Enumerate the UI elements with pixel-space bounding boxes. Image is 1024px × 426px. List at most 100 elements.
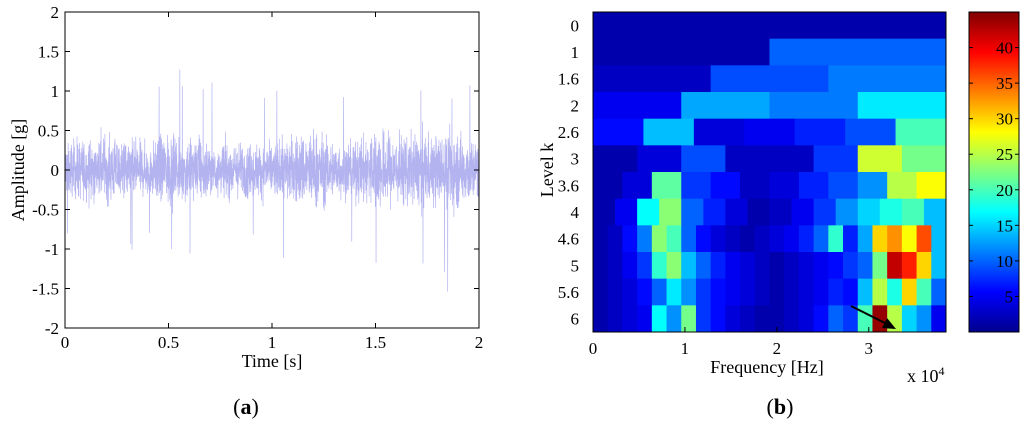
heatmap-cell xyxy=(622,172,653,200)
heatmap-cell xyxy=(754,278,770,306)
heatmap-cell xyxy=(740,225,756,253)
y-tick-label: 0 xyxy=(51,161,60,180)
heatmap-cell xyxy=(798,252,815,280)
heatmap-cell xyxy=(637,145,682,173)
heatmap-cell xyxy=(916,252,932,280)
heatmap-cell xyxy=(725,145,770,173)
heatmap-cell xyxy=(695,225,712,253)
heatmap-cell xyxy=(693,118,745,146)
x-tick-label: 0.5 xyxy=(158,333,179,352)
heatmap-cell xyxy=(651,305,667,333)
heatmap-cell xyxy=(798,225,815,253)
colorbar-tick-label: 10 xyxy=(996,252,1013,271)
heatmap-cell xyxy=(725,278,741,306)
heatmap-cell xyxy=(887,278,903,306)
heatmap-cell xyxy=(769,172,800,200)
heatmap-cell xyxy=(931,225,947,253)
heatmap-cell xyxy=(681,278,697,306)
heatmap-cell xyxy=(593,12,947,40)
heatmap-cell xyxy=(798,305,815,333)
heatmap-cell xyxy=(725,198,748,226)
x-axis-ticks-a: 0 0.5 1 1.5 2 xyxy=(61,12,484,352)
panel-b: 0 1 1.6 2 2.6 3 3.6 4 4.6 5 5.6 6 0 1 2 3 Frequency [H… xyxy=(537,11,1020,419)
y-tick-label: 0.5 xyxy=(38,122,59,141)
heatmap-cell xyxy=(710,65,829,93)
heatmap-cell xyxy=(916,305,932,333)
heatmap-cell xyxy=(681,305,697,333)
heatmap-cell xyxy=(593,305,609,333)
heatmap-cell xyxy=(843,305,859,333)
x-axis-label-b: Frequency [Hz] xyxy=(710,357,823,377)
heatmap-cell xyxy=(754,225,770,253)
heatmap-cell xyxy=(695,305,712,333)
y-tick-label: -0.5 xyxy=(32,201,59,220)
heatmap-cell xyxy=(843,252,859,280)
heatmap-cell xyxy=(607,225,623,253)
colorbar-tick-label: 35 xyxy=(996,74,1013,93)
heatmap-cell xyxy=(666,305,682,333)
heatmap-cell xyxy=(857,92,947,120)
heatmap-cell xyxy=(593,92,682,120)
level-tick-label: 5.6 xyxy=(558,283,579,302)
y-tick-label: -1.5 xyxy=(32,280,59,299)
heatmap-cell xyxy=(813,252,829,280)
heatmap-cell xyxy=(879,198,903,226)
heatmap-cell xyxy=(769,92,859,120)
heatmap-cell xyxy=(813,198,837,226)
heatmap-cell xyxy=(813,305,829,333)
heatmap-cell xyxy=(681,225,697,253)
heatmap-cell xyxy=(769,38,947,66)
heatmap-cell xyxy=(744,118,796,146)
heatmap-cell xyxy=(901,252,917,280)
heatmap-cell xyxy=(923,198,947,226)
y-tick-label: 1.5 xyxy=(38,43,59,62)
heatmap-cell xyxy=(931,252,947,280)
heatmap-cell xyxy=(901,198,925,226)
heatmap-cell xyxy=(740,278,756,306)
heatmap-cell xyxy=(872,252,888,280)
heatmap-cell xyxy=(666,225,682,253)
heatmap-cell xyxy=(740,305,756,333)
y-axis-multiplier: x 104 xyxy=(907,364,945,386)
level-tick-label: 1.6 xyxy=(558,70,579,89)
arrow-head xyxy=(882,318,896,329)
heatmap-cell xyxy=(901,225,917,253)
heatmap-cell xyxy=(798,172,829,200)
heatmap-cell xyxy=(916,278,932,306)
heatmap-cell xyxy=(710,278,726,306)
x-tick-label: 2 xyxy=(475,333,484,352)
heatmap-cell xyxy=(887,252,903,280)
panel-label-a: (a) xyxy=(233,394,259,419)
heatmap-cell xyxy=(622,225,638,253)
heatmap-cell xyxy=(593,252,609,280)
heatmap-cell xyxy=(769,305,785,333)
heatmap-cell xyxy=(593,198,616,226)
heatmap-cells xyxy=(593,12,947,333)
level-tick-label: 0 xyxy=(571,16,580,35)
y-tick-label: 2 xyxy=(51,3,60,22)
heatmap-cell xyxy=(813,278,829,306)
heatmap-cell xyxy=(651,252,667,280)
heatmap-cell xyxy=(593,38,770,66)
heatmap-cell xyxy=(754,252,770,280)
heatmap-cell xyxy=(725,225,741,253)
heatmap-cell xyxy=(798,278,815,306)
heatmap-cell xyxy=(622,305,638,333)
heatmap-cell xyxy=(710,225,726,253)
heatmap-cell xyxy=(872,225,888,253)
heatmap-cell xyxy=(784,252,800,280)
heatmap-cell xyxy=(895,118,947,146)
heatmap-cell xyxy=(813,145,859,173)
heatmap-cell xyxy=(710,252,726,280)
colorbar-ticks: 5 10 15 20 25 30 35 40 xyxy=(969,39,1019,306)
signal-trace xyxy=(65,69,479,292)
freq-tick-label: 3 xyxy=(865,339,874,358)
heatmap-cell xyxy=(637,278,653,306)
heatmap-cell xyxy=(901,278,917,306)
heatmap-cell xyxy=(666,252,682,280)
heatmap-cell xyxy=(607,252,623,280)
y-axis-label-a: Amplitude [g] xyxy=(8,119,28,221)
level-tick-label: 4.6 xyxy=(558,230,579,249)
heatmap-cell xyxy=(666,278,682,306)
